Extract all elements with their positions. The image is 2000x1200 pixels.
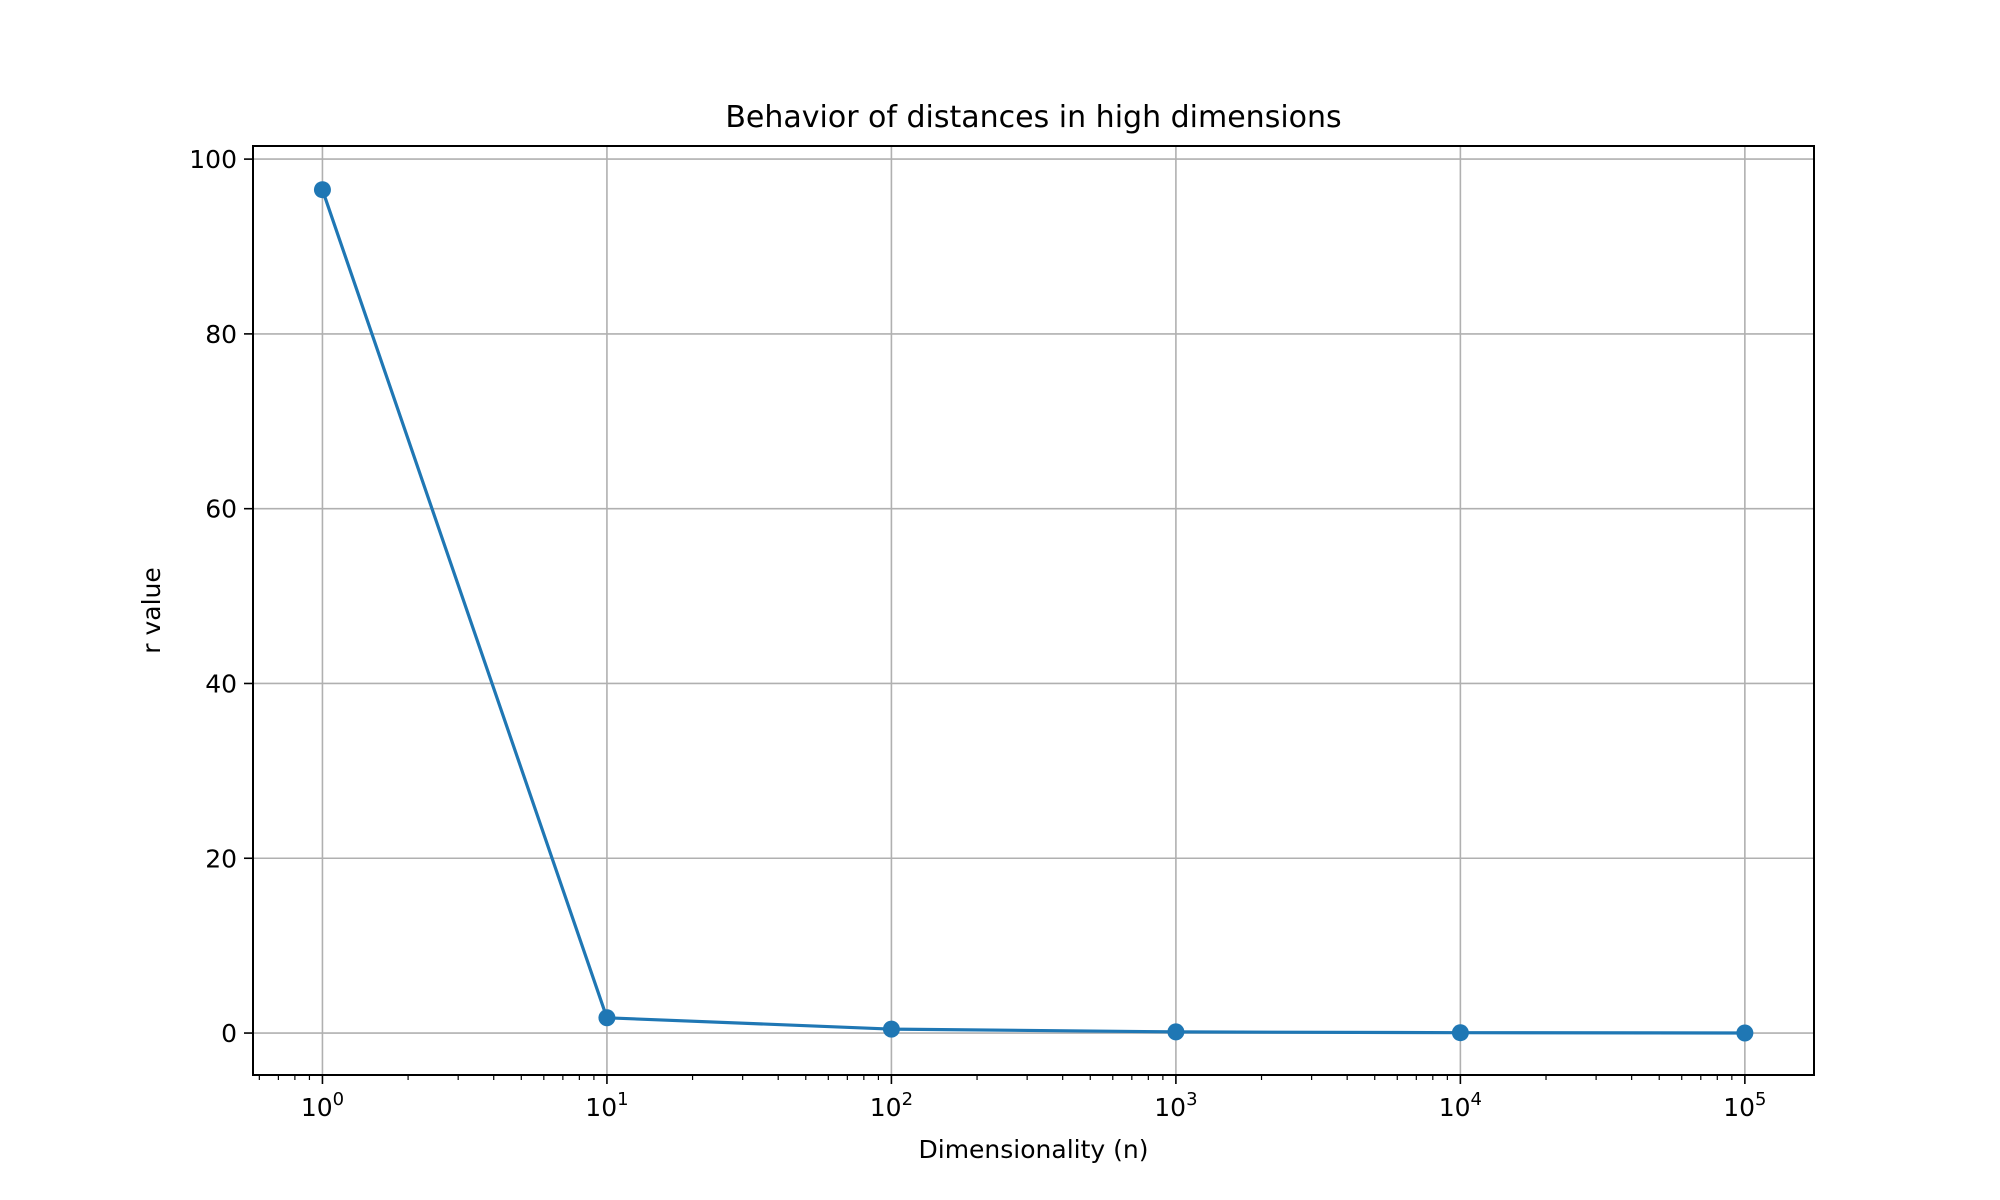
- x-axis-label: Dimensionality (n): [919, 1135, 1149, 1164]
- data-point: [1451, 1024, 1469, 1042]
- data-point: [598, 1009, 616, 1027]
- plot-area: [313, 181, 1754, 1042]
- axes-frame: [252, 145, 1815, 1076]
- data-point: [313, 181, 331, 199]
- grid-lines: [253, 146, 1814, 1075]
- data-point: [1167, 1023, 1185, 1041]
- y-tick-label: 100: [189, 145, 237, 174]
- y-tick-label: 60: [205, 495, 237, 524]
- data-point: [1736, 1024, 1754, 1042]
- series-line: [320, 189, 1745, 1035]
- y-axis-label: r value: [137, 567, 166, 654]
- y-tick-label: 40: [205, 669, 237, 698]
- y-tick-label: 80: [205, 320, 237, 349]
- y-tick-label: 20: [205, 844, 237, 873]
- chart-title: Behavior of distances in high dimensions: [725, 100, 1341, 135]
- data-point: [882, 1020, 900, 1038]
- y-tick-label: 0: [221, 1019, 237, 1048]
- y-axis: 0 20 40 60 80 100: [189, 145, 253, 1048]
